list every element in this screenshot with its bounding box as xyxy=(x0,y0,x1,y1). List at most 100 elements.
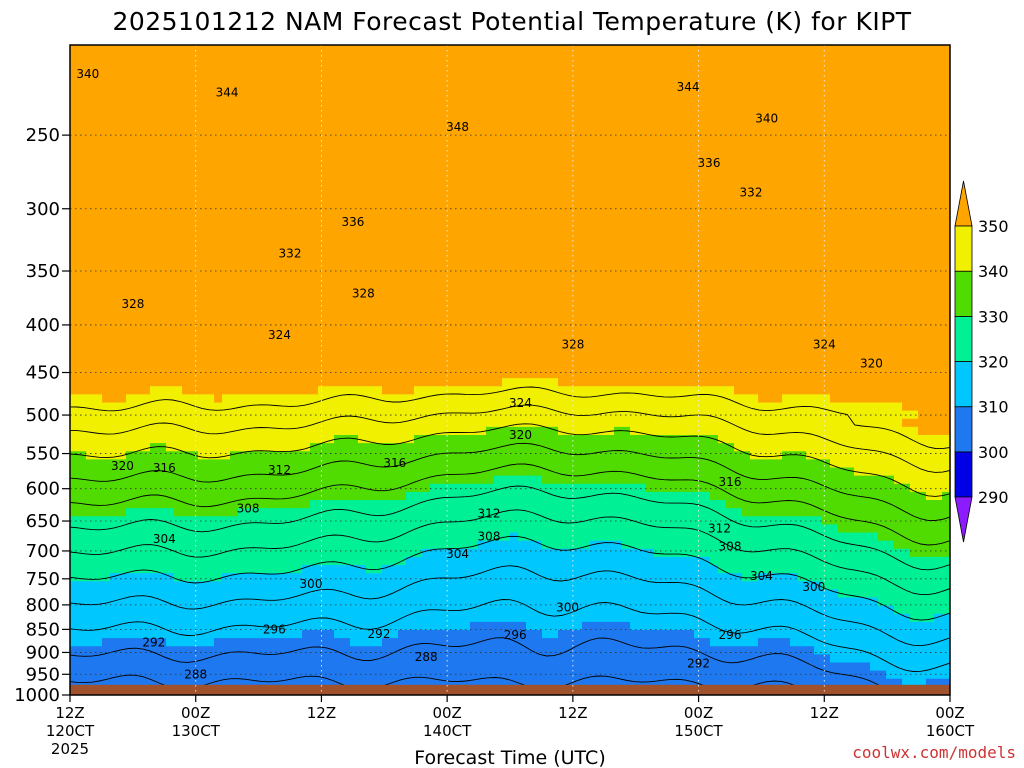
field-cell xyxy=(454,418,463,428)
field-cell xyxy=(502,556,511,566)
field-cell xyxy=(534,605,543,615)
field-cell xyxy=(270,443,279,452)
field-cell xyxy=(70,670,79,680)
field-cell xyxy=(406,451,415,460)
field-cell xyxy=(326,256,335,265)
field-cell xyxy=(390,158,399,168)
field-cell xyxy=(398,402,407,412)
field-cell xyxy=(94,418,103,428)
field-cell xyxy=(342,85,351,95)
field-cell xyxy=(86,61,95,70)
field-cell xyxy=(158,93,167,103)
field-cell xyxy=(150,459,159,469)
field-cell xyxy=(118,402,127,412)
field-cell xyxy=(198,361,207,371)
field-cell xyxy=(222,516,231,525)
field-cell xyxy=(318,402,327,412)
field-cell xyxy=(78,613,87,623)
field-cell xyxy=(550,662,559,672)
field-cell xyxy=(326,118,335,127)
field-cell xyxy=(182,313,191,322)
field-cell xyxy=(198,61,207,70)
field-cell xyxy=(446,467,455,477)
field-cell xyxy=(182,150,191,160)
field-cell xyxy=(310,85,319,95)
field-cell xyxy=(334,45,343,54)
field-cell xyxy=(190,540,199,550)
field-cell xyxy=(278,670,287,680)
field-cell xyxy=(246,69,255,79)
field-cell xyxy=(558,77,567,87)
field-cell xyxy=(238,532,247,542)
field-cell xyxy=(518,353,527,363)
field-cell xyxy=(142,581,151,590)
field-cell xyxy=(406,540,415,550)
field-cell xyxy=(558,394,567,404)
field-cell xyxy=(182,337,191,347)
field-cell xyxy=(118,670,127,680)
field-cell xyxy=(542,256,551,265)
field-cell xyxy=(302,240,311,249)
field-cell xyxy=(262,418,271,428)
field-cell xyxy=(366,516,375,525)
field-cell xyxy=(102,77,111,87)
field-cell xyxy=(270,110,279,119)
field-cell xyxy=(134,207,143,217)
field-cell xyxy=(270,45,279,54)
field-cell xyxy=(382,166,391,176)
field-cell xyxy=(446,508,455,517)
field-cell xyxy=(222,613,231,623)
field-cell xyxy=(214,630,223,639)
field-cell xyxy=(222,150,231,160)
field-cell xyxy=(438,305,447,314)
field-cell xyxy=(310,142,319,152)
field-cell xyxy=(470,565,479,574)
field-cell xyxy=(550,565,559,574)
field-cell xyxy=(550,305,559,314)
field-cell xyxy=(526,85,535,95)
field-cell xyxy=(558,646,567,655)
field-cell xyxy=(158,288,167,298)
field-cell xyxy=(430,483,439,493)
field-cell xyxy=(174,248,183,257)
field-cell xyxy=(262,654,271,664)
field-cell xyxy=(70,240,79,249)
field-cell xyxy=(390,256,399,265)
field-cell xyxy=(558,126,567,135)
field-cell xyxy=(558,467,567,477)
field-cell xyxy=(502,662,511,672)
field-cell xyxy=(342,524,351,534)
field-cell xyxy=(334,329,343,339)
field-cell xyxy=(398,305,407,314)
field-cell xyxy=(358,110,367,119)
field-cell xyxy=(374,662,383,672)
field-cell xyxy=(414,573,423,582)
field-cell xyxy=(454,565,463,574)
field-cell xyxy=(246,662,255,672)
field-cell xyxy=(470,540,479,550)
field-cell xyxy=(454,280,463,290)
field-cell xyxy=(310,166,319,176)
field-cell xyxy=(238,418,247,428)
field-cell xyxy=(126,215,135,225)
field-cell xyxy=(230,61,239,70)
field-cell xyxy=(526,426,535,436)
field-cell xyxy=(238,678,247,688)
field-cell xyxy=(134,475,143,485)
field-cell xyxy=(86,646,95,655)
field-cell xyxy=(102,272,111,282)
field-cell xyxy=(470,532,479,542)
field-cell xyxy=(238,508,247,517)
field-cell xyxy=(230,337,239,347)
field-cell xyxy=(326,548,335,558)
field-cell xyxy=(542,207,551,217)
field-cell xyxy=(270,231,279,241)
field-cell xyxy=(542,662,551,672)
field-cell xyxy=(438,329,447,339)
field-cell xyxy=(462,630,471,639)
field-cell xyxy=(486,166,495,176)
field-cell xyxy=(526,288,535,298)
field-cell xyxy=(278,540,287,550)
field-cell xyxy=(158,491,167,501)
field-cell xyxy=(118,638,127,647)
